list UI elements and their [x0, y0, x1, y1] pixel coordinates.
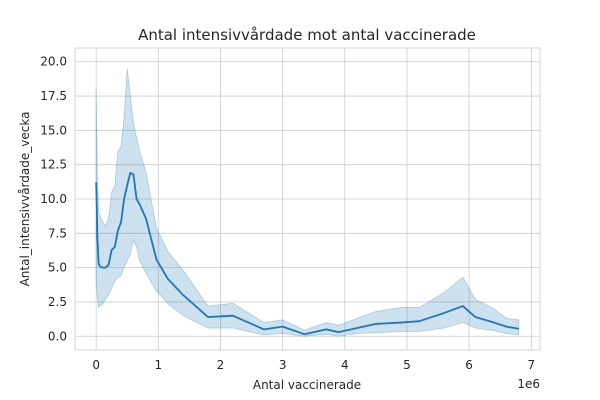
y-tick-label: 2.5	[48, 295, 67, 309]
x-tick-label: 6	[465, 358, 473, 372]
series-lines	[95, 172, 520, 336]
y-tick-label: 15.0	[40, 123, 67, 137]
y-tick-label: 17.5	[40, 89, 67, 103]
confidence-band	[95, 68, 520, 337]
y-axis-label: Antal_intensivvårdade_vecka	[18, 112, 32, 287]
x-tick-label: 7	[527, 358, 535, 372]
confidence-bands	[95, 68, 520, 337]
y-tick-label: 10.0	[40, 192, 67, 206]
y-tick-label: 0.0	[48, 329, 67, 343]
x-axis-offset-label: 1e6	[517, 377, 540, 391]
x-tick-label: 1	[154, 358, 162, 372]
x-tick-label: 4	[341, 358, 349, 372]
y-tick-label: 5.0	[48, 261, 67, 275]
x-tick-label: 3	[279, 358, 287, 372]
x-axis-label: Antal vaccinerade	[253, 378, 361, 392]
grid-lines	[75, 48, 540, 350]
x-tick-label: 5	[403, 358, 411, 372]
y-tick-label: 12.5	[40, 158, 67, 172]
y-tick-labels: 0.0 2.5 5.0 7.5 10.0 12.5 15.0 17.5 20.0	[40, 55, 67, 344]
chart-title: Antal intensivvårdade mot antal vacciner…	[138, 26, 476, 44]
y-tick-label: 7.5	[48, 226, 67, 240]
series-line	[95, 172, 520, 336]
x-tick-label: 2	[217, 358, 225, 372]
x-tick-labels: 0 1 2 3 4 5 6 7	[92, 358, 535, 372]
x-tick-label: 0	[92, 358, 100, 372]
y-tick-label: 20.0	[40, 55, 67, 69]
